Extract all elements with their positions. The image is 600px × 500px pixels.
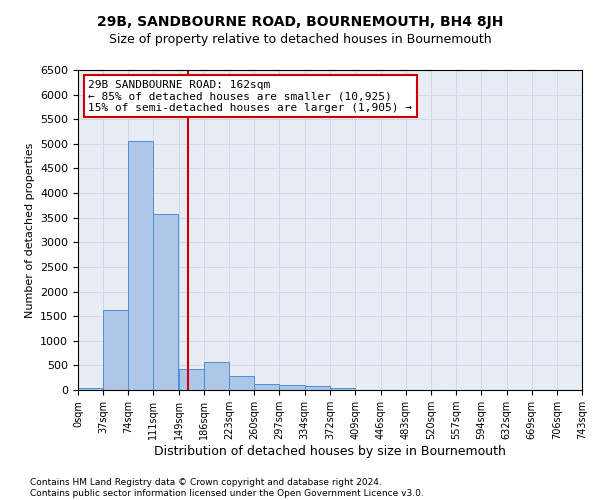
Bar <box>204 362 229 390</box>
X-axis label: Distribution of detached houses by size in Bournemouth: Distribution of detached houses by size … <box>154 445 506 458</box>
Bar <box>254 384 280 390</box>
Bar <box>229 376 254 390</box>
Text: Size of property relative to detached houses in Bournemouth: Size of property relative to detached ho… <box>109 32 491 46</box>
Bar <box>179 369 204 390</box>
Text: 29B, SANDBOURNE ROAD, BOURNEMOUTH, BH4 8JH: 29B, SANDBOURNE ROAD, BOURNEMOUTH, BH4 8… <box>97 15 503 29</box>
Y-axis label: Number of detached properties: Number of detached properties <box>25 142 35 318</box>
Bar <box>305 386 329 390</box>
Bar <box>128 142 153 390</box>
Text: Contains HM Land Registry data © Crown copyright and database right 2024.
Contai: Contains HM Land Registry data © Crown c… <box>30 478 424 498</box>
Bar <box>153 214 178 390</box>
Bar <box>103 310 128 390</box>
Text: 29B SANDBOURNE ROAD: 162sqm
← 85% of detached houses are smaller (10,925)
15% of: 29B SANDBOURNE ROAD: 162sqm ← 85% of det… <box>88 80 412 113</box>
Bar <box>78 388 103 390</box>
Bar <box>331 388 355 390</box>
Bar <box>280 385 305 390</box>
